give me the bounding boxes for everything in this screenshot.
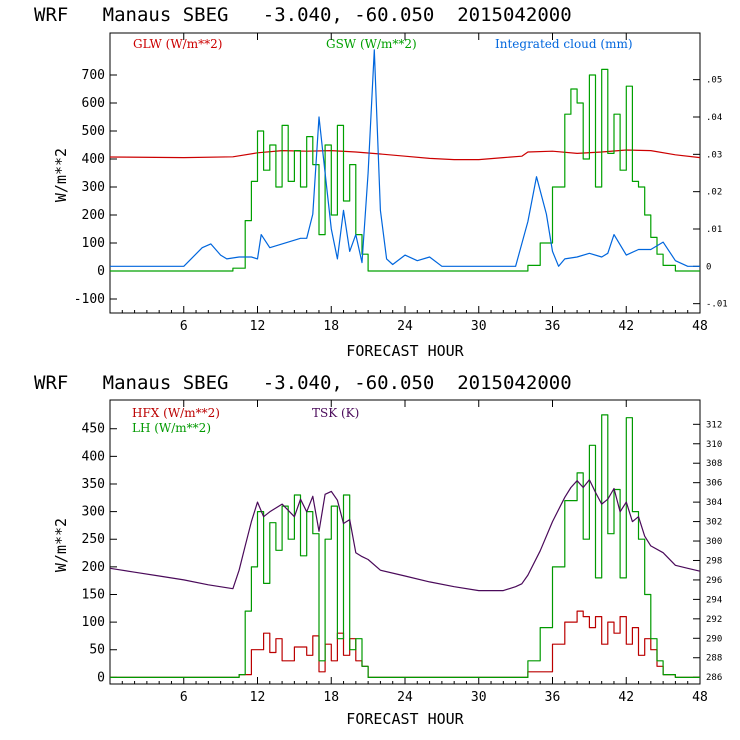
chart-1-series-line-2 — [110, 68, 700, 272]
chart-2-y-tick-label: 200 — [82, 560, 105, 575]
chart-2-title: WRF Manaus SBEG -3.040, -60.050 20150420… — [34, 372, 572, 394]
chart-1-x-tick-label: 42 — [618, 319, 634, 334]
chart-1-x-tick-label: 24 — [397, 319, 413, 334]
chart-1-x-tick-label: 30 — [471, 319, 487, 334]
chart-1-y-tick-label: 600 — [82, 96, 105, 111]
chart-2-y2-tick-label: 294 — [706, 595, 722, 605]
chart-2-y-tick-label: 350 — [82, 477, 105, 492]
chart-2-y2-tick-label: 296 — [706, 576, 722, 586]
chart-2-x-tick-label: 24 — [397, 690, 413, 705]
chart-2-x-axis-label: FORECAST HOUR — [346, 710, 464, 728]
chart-1-y-tick-label: 500 — [82, 124, 105, 139]
chart-1-x-tick-label: 36 — [545, 319, 561, 334]
chart-1-y2-tick-label: -.01 — [706, 300, 728, 310]
chart-1-y-tick-label: 0 — [97, 264, 105, 279]
chart-2-y2-tick-label: 300 — [706, 537, 722, 547]
chart-1-legend-glw: GLW (W/m**2) — [133, 37, 222, 51]
chart-2-y2-tick-label: 302 — [706, 518, 722, 528]
chart-1-y2-tick-label: .01 — [706, 225, 722, 235]
chart-2-x-tick-label: 48 — [692, 690, 708, 705]
chart-1-y2-tick-label: .04 — [706, 113, 722, 123]
chart-2-y2-tick-label: 308 — [706, 459, 722, 469]
chart-2-y2-tick-label: 306 — [706, 479, 722, 489]
chart-1-y2-tick-label: .03 — [706, 150, 722, 160]
chart-1-title: WRF Manaus SBEG -3.040, -60.050 20150420… — [34, 4, 572, 26]
chart-2-y2-tick-label: 312 — [706, 420, 722, 430]
chart-1-y-tick-label: 300 — [82, 180, 105, 195]
chart-2-y2-tick-label: 286 — [706, 673, 722, 683]
chart-1-legend-gsw: GSW (W/m**2) — [326, 37, 417, 51]
chart-2-series-line-2 — [110, 414, 700, 678]
chart-1-y-tick-label: -100 — [74, 292, 105, 307]
chart-1-series-line-1 — [109, 149, 701, 161]
chart-2-series-line-1 — [110, 610, 700, 678]
chart-1-y-tick-label: 700 — [82, 68, 105, 83]
chart-2-y2-tick-label: 304 — [706, 498, 722, 508]
chart-2-x-tick-label: 42 — [618, 690, 634, 705]
chart-1-x-tick-label: 18 — [323, 319, 339, 334]
chart-1-x-tick-label: 6 — [180, 319, 188, 334]
chart-1-y2-tick-label: .05 — [706, 76, 722, 86]
chart-2-y-tick-label: 0 — [97, 670, 105, 685]
chart-2-y2-tick-label: 290 — [706, 634, 722, 644]
chart-1-x-axis-label: FORECAST HOUR — [346, 342, 464, 360]
chart-2-legend-hfx: HFX (W/m**2) — [132, 406, 220, 420]
chart-2-y-tick-label: 250 — [82, 532, 105, 547]
chart-1-y2-tick-label: 0 — [706, 262, 711, 272]
chart-1-y-axis-label: W/m**2 — [52, 148, 70, 202]
chart-2-plot-frame — [109, 399, 701, 685]
chart-1-y-tick-label: 400 — [82, 152, 105, 167]
chart-1-x-tick-label: 48 — [692, 319, 708, 334]
chart-2-y-tick-label: 450 — [82, 422, 105, 437]
chart-2-y-tick-label: 150 — [82, 587, 105, 602]
chart-2-x-tick-label: 36 — [545, 690, 561, 705]
chart-2-x-tick-label: 12 — [250, 690, 266, 705]
chart-1-y2-tick-label: .02 — [706, 188, 722, 198]
chart-2-y-tick-label: 100 — [82, 615, 105, 630]
chart-1-series-line-3 — [110, 49, 700, 267]
chart-2-y2-tick-label: 288 — [706, 654, 722, 664]
chart-2-legend-lh: LH (W/m**2) — [132, 421, 211, 435]
chart-2-y-axis-label: W/m**2 — [52, 518, 70, 572]
chart-2-y2-tick-label: 310 — [706, 440, 722, 450]
chart-2-y-tick-label: 300 — [82, 505, 105, 520]
chart-1-y-tick-label: 100 — [82, 236, 105, 251]
chart-1-y-tick-label: 200 — [82, 208, 105, 223]
chart-2-y-tick-label: 400 — [82, 449, 105, 464]
chart-2-legend-tsk: TSK (K) — [312, 406, 359, 420]
chart-2-y-tick-label: 50 — [89, 643, 105, 658]
chart-2-y2-tick-label: 292 — [706, 615, 722, 625]
chart-1-legend-cloud: Integrated cloud (mm) — [495, 37, 633, 51]
chart-2-series-line-3 — [109, 479, 701, 592]
chart-2-y2-tick-label: 298 — [706, 556, 722, 566]
chart-1-x-tick-label: 12 — [250, 319, 266, 334]
chart-2-x-tick-label: 30 — [471, 690, 487, 705]
chart-2-x-tick-label: 6 — [180, 690, 188, 705]
chart-2-x-tick-label: 18 — [323, 690, 339, 705]
